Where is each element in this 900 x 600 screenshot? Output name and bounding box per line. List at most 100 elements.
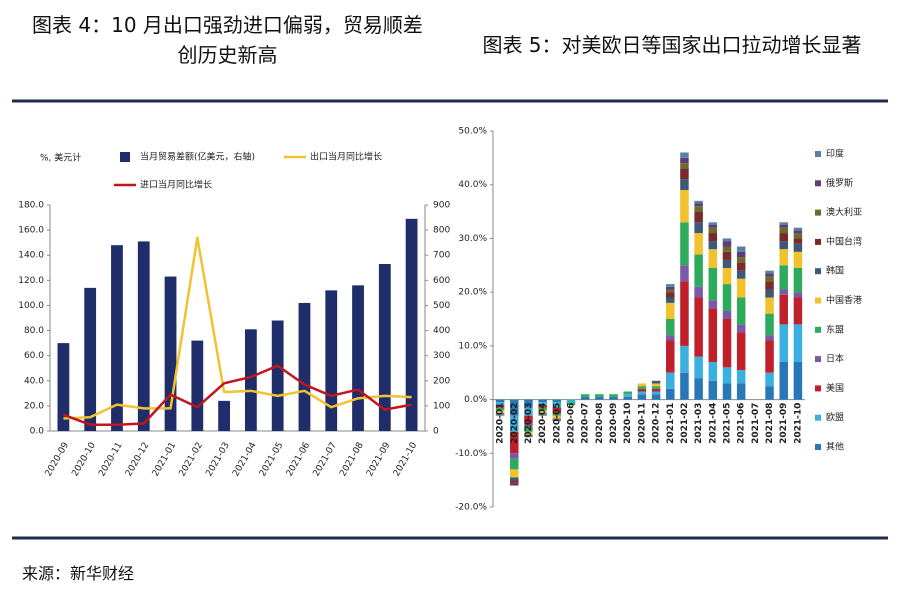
bar: [111, 245, 123, 431]
bar-segment: [595, 394, 604, 397]
bar-segment: [651, 388, 661, 392]
x-tick-label: 2021-07: [751, 403, 761, 444]
bar-segment: [765, 340, 774, 373]
bar: [378, 264, 391, 431]
y-tick-label: 120.0: [18, 276, 44, 286]
line: [62, 364, 412, 426]
bar-segment: [637, 383, 647, 387]
legend-label: 进口当月同比增长: [140, 179, 212, 191]
bar-segment: [722, 251, 732, 260]
bar-segment: [694, 378, 703, 400]
bar-segment: [722, 383, 732, 400]
legend-label: 俄罗斯: [826, 177, 853, 189]
x-tick-label: 2020-09: [44, 441, 72, 479]
bar-segment: [765, 313, 774, 336]
bar-segment: [623, 394, 632, 397]
bar-segment: [680, 372, 689, 400]
bar-segment: [793, 267, 803, 293]
bar-segment: [736, 251, 746, 258]
bar-segment: [510, 431, 519, 454]
bar-segment: [595, 396, 604, 400]
x-tick-label: 2021-02: [680, 403, 690, 444]
y-tick-label: 50.0%: [458, 127, 487, 137]
bar: [271, 320, 284, 431]
bar-segment: [779, 249, 788, 266]
bar-segment: [623, 396, 632, 400]
bar-segment: [793, 233, 803, 239]
x-tick-label: 2021-10: [392, 441, 420, 479]
bar-segment: [510, 469, 519, 478]
bar-segment: [680, 190, 689, 223]
legend-swatch: [815, 326, 821, 333]
x-tick-label: 2021-03: [694, 403, 704, 444]
bar-segment: [666, 340, 675, 373]
bar-segment: [666, 289, 675, 293]
y-tick-label: -10.0%: [455, 449, 487, 459]
bar-segment: [680, 152, 689, 158]
legend-swatch: [815, 385, 821, 392]
y2-tick-label: 700: [433, 251, 450, 261]
x-tick-label: 2020-03: [524, 403, 534, 444]
x-tick-label: 2021-04: [231, 441, 259, 479]
bar-segment: [524, 426, 533, 432]
bar-segment: [722, 367, 732, 384]
bar-segment: [666, 297, 675, 303]
bar-segment: [708, 249, 718, 268]
bar-segment: [722, 310, 732, 319]
bar-segment: [538, 407, 547, 411]
y-tick-label: 100.0: [18, 301, 44, 311]
bar-segment: [736, 270, 746, 279]
bar-segment: [779, 289, 788, 295]
y2-tick-label: 600: [433, 276, 450, 286]
bar-segment: [779, 361, 788, 400]
legend-label: 其他: [826, 441, 844, 453]
bar-segment: [694, 211, 703, 223]
bar-segment: [666, 284, 675, 287]
bar-segment: [708, 225, 718, 228]
legend-swatch: [815, 414, 821, 421]
legend-swatch: [815, 356, 821, 363]
legend-swatch: [815, 238, 821, 245]
bar-segment: [779, 222, 788, 225]
chart-title: 图表 5：对美欧日等国家出口拉动增长显著: [482, 33, 862, 57]
y2-tick-label: 900: [433, 201, 450, 211]
bar-segment: [510, 399, 519, 416]
legend-swatch: [815, 268, 821, 275]
x-tick-label: 2020-10: [623, 403, 633, 444]
bar-segment: [680, 179, 689, 191]
bar-segment: [651, 391, 661, 395]
bar-segment: [637, 391, 647, 395]
x-tick-label: 2021-01: [666, 403, 676, 444]
bar-segment: [510, 415, 519, 432]
bar-segment: [722, 284, 732, 311]
legend-swatch: [815, 209, 821, 216]
x-tick-label: 2021-09: [779, 403, 789, 444]
y-axis-label: %, 美元计: [40, 152, 81, 164]
bar-segment: [524, 399, 533, 408]
x-tick-label: 2020-09: [609, 403, 619, 444]
bar-segment: [538, 413, 547, 416]
y-tick-label: 0.0%: [464, 395, 487, 405]
x-tick-label: 2021-06: [737, 403, 747, 444]
bar-segment: [694, 222, 703, 234]
x-tick-label: 2021-05: [723, 403, 733, 444]
bar-segment: [722, 267, 732, 285]
bar-segment: [609, 394, 618, 397]
bar-segment: [793, 361, 803, 400]
bar-segment: [538, 404, 547, 408]
bar-segment: [651, 383, 661, 387]
x-tick-label: 2020-12: [124, 441, 151, 479]
y-tick-label: 10.0%: [458, 341, 487, 351]
legend-label: 中国台湾: [826, 235, 862, 247]
bar-segment: [510, 453, 519, 459]
bar-segment: [666, 372, 675, 389]
bar-segment: [765, 335, 774, 341]
y2-tick-label: 300: [433, 351, 450, 361]
bar-segment: [736, 262, 746, 271]
bar-segment: [765, 297, 774, 314]
bar: [405, 218, 418, 431]
bar-segment: [524, 434, 533, 438]
bar-segment: [708, 222, 718, 225]
bar-segment: [708, 308, 718, 362]
legend-label: 日本: [826, 353, 844, 365]
